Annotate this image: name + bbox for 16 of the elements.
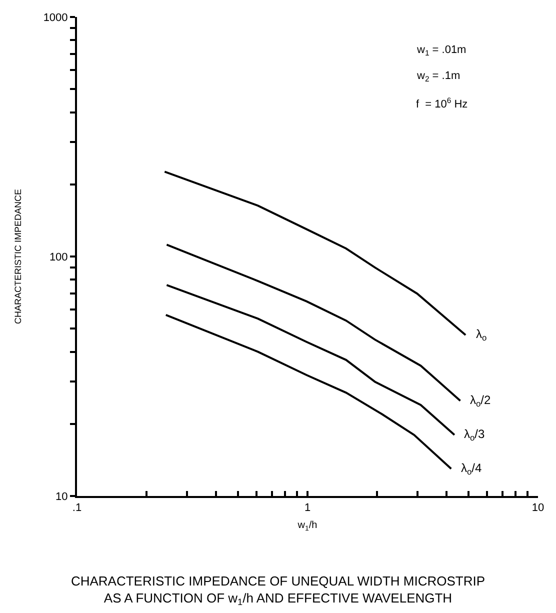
x-tick-label: .1 (72, 502, 82, 514)
y-tick-label: 1000 (43, 12, 68, 24)
annotation: w$_{1}$ = .01m (416, 44, 466, 58)
text: CHARACTERISTIC IMPEDANCE OF UNEQUAL WIDTH MICROSTRIP AS A FUNCTION OF w$_{1}$/h AND EFFECTIVE WAVELENGTH (70, 573, 486, 608)
x-tick-label: 1 (304, 502, 311, 514)
series-label: λ$_{o}$/3 (464, 427, 486, 443)
series-label: λ$_{o}$ (476, 327, 487, 343)
series-label: λ$_{o}$/4 (461, 461, 482, 477)
annotation: f = 10$^{6}$ Hz (416, 96, 468, 111)
annotation: w$_{2}$ = .1m (416, 70, 460, 84)
x-tick-label: 10 (532, 502, 544, 514)
x-axis-title: w$_{1}$/h (296, 520, 318, 532)
y-tick-label: 100 (49, 251, 68, 264)
y-tick-label: 10 (56, 490, 68, 503)
series-label: λ$_{o}$/2 (470, 393, 492, 409)
y-axis-title: CHARACTERISTIC IMPEDANCE (13, 188, 24, 324)
